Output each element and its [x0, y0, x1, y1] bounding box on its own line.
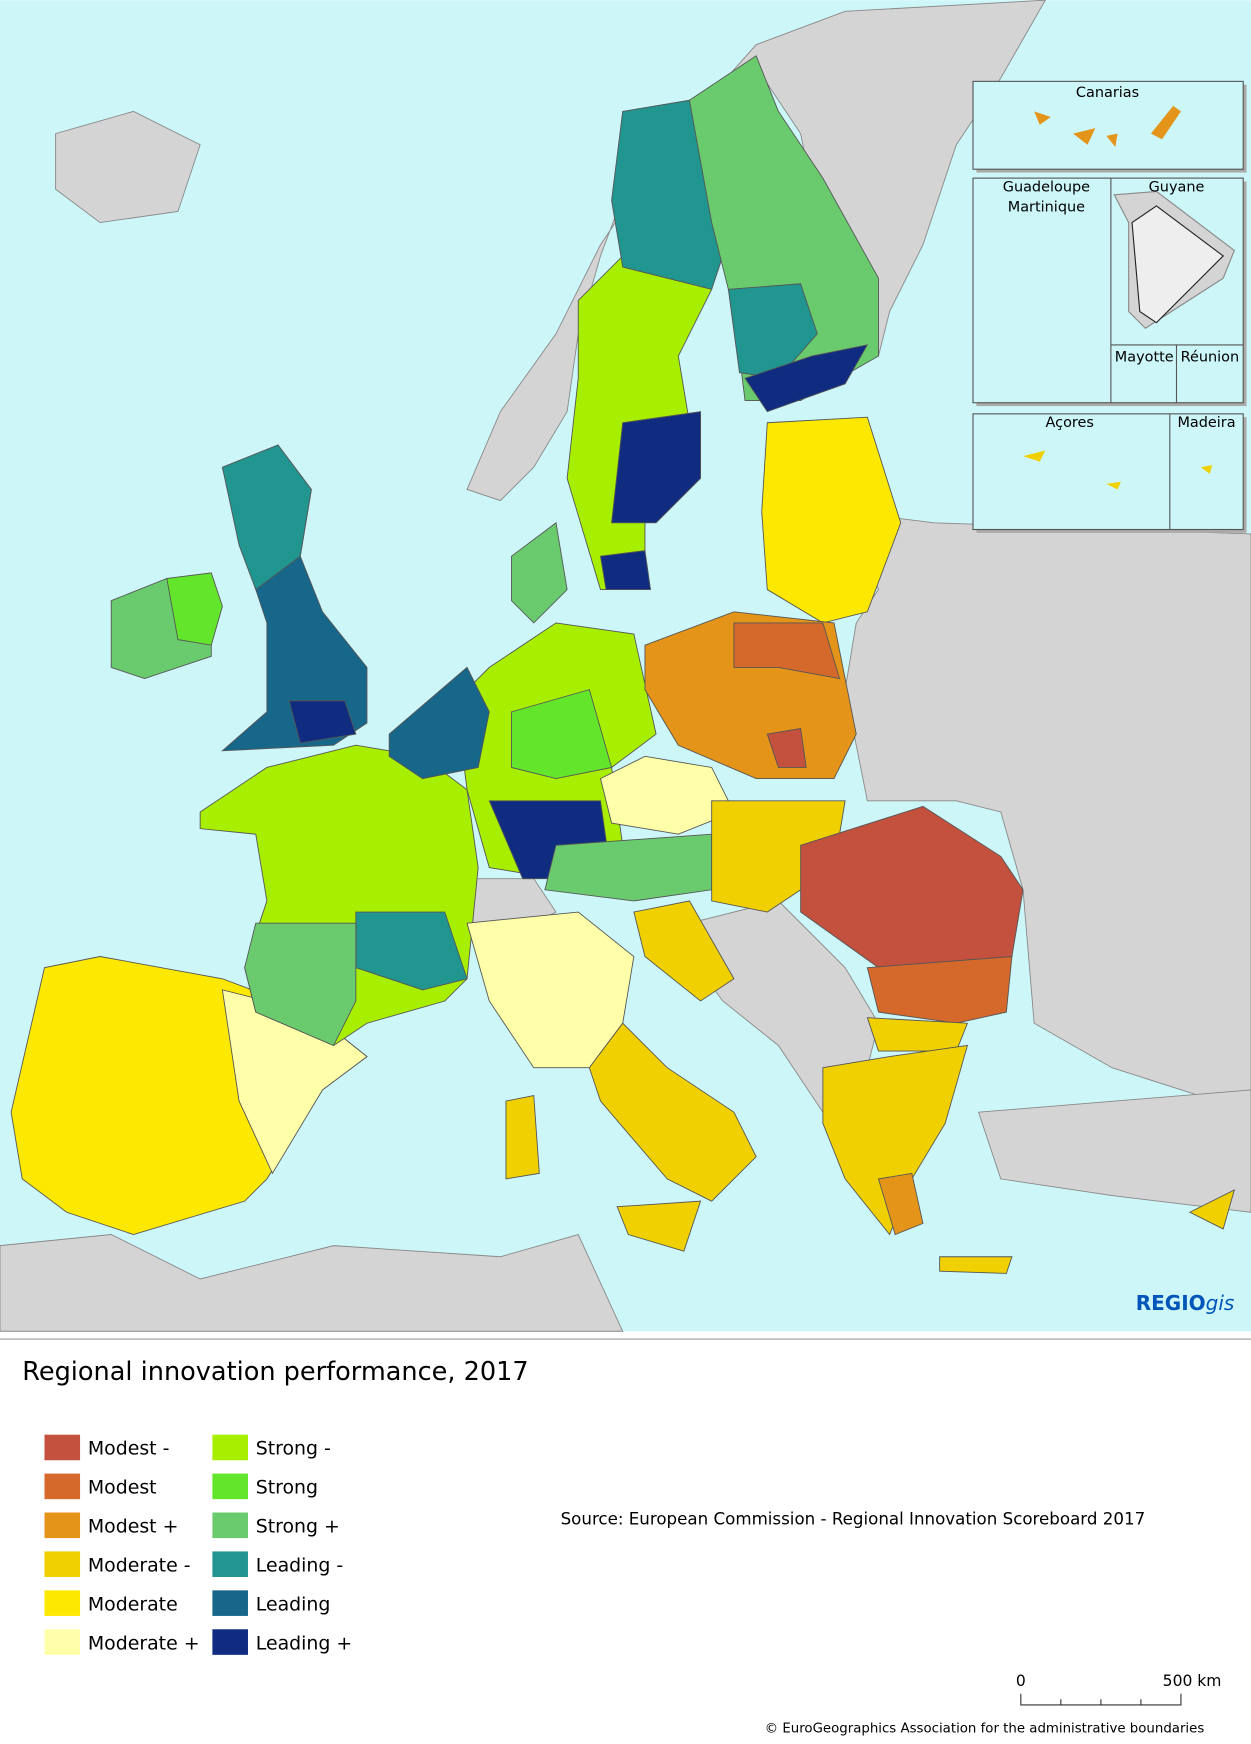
inset-label: Guyane	[1149, 179, 1205, 195]
legend-swatch	[44, 1590, 81, 1616]
region	[866, 956, 1013, 1024]
legend-label: Modest +	[88, 1516, 179, 1538]
legend-swatch	[44, 1512, 81, 1539]
insets: Canarias Guadeloupe Martinique Guyane Ma…	[972, 80, 1247, 533]
inset-label: Réunion	[1181, 350, 1240, 366]
inset-label: Canarias	[1076, 85, 1139, 101]
legend-swatch	[44, 1434, 81, 1461]
legend-label: Leading	[256, 1593, 331, 1615]
scale-label: 500 km	[1163, 1672, 1222, 1690]
legend-label: Leading +	[256, 1632, 352, 1654]
legend-label: Modest -	[88, 1438, 170, 1460]
legend-swatch	[44, 1551, 81, 1578]
legend-label: Moderate -	[88, 1554, 191, 1576]
region	[939, 1256, 1013, 1274]
region	[877, 1172, 924, 1236]
legend: Modest - Modest Modest + Moderate - Moderate…	[44, 1434, 352, 1655]
land	[0, 1233, 624, 1332]
region	[766, 728, 807, 768]
land	[977, 1089, 1251, 1213]
inset-label: Madeira	[1177, 415, 1235, 431]
region	[866, 1017, 969, 1052]
logo-italic: gis	[1206, 1291, 1235, 1315]
inset-label: Guadeloupe	[1003, 179, 1090, 195]
legend-swatch	[212, 1434, 248, 1461]
region	[166, 572, 223, 646]
title: Regional innovation performance, 2017	[22, 1357, 528, 1387]
legend-label: Strong -	[256, 1438, 331, 1460]
legend-swatch	[212, 1551, 248, 1578]
copyright: © EuroGeographics Association for the ad…	[765, 1722, 1205, 1737]
region	[244, 922, 357, 1047]
legend-swatch	[212, 1590, 248, 1616]
source: Source: European Commission - Regional I…	[561, 1510, 1146, 1529]
inset-box	[972, 80, 1244, 170]
legend-label: Moderate	[88, 1593, 178, 1615]
legend-label: Strong +	[256, 1516, 340, 1538]
region	[511, 689, 613, 780]
inset-label: Açores	[1046, 415, 1094, 431]
legend-label: Strong	[256, 1477, 318, 1499]
region	[599, 550, 652, 590]
region	[611, 411, 702, 524]
legend-swatch	[212, 1473, 248, 1500]
scale-bar: 0 500 km	[1016, 1672, 1222, 1706]
legend-swatch	[212, 1512, 248, 1539]
region	[288, 700, 357, 744]
region	[761, 416, 902, 624]
legend-label: Leading -	[256, 1554, 343, 1576]
region	[744, 344, 869, 413]
legend-label: Moderate +	[88, 1632, 200, 1654]
legend-label: Modest	[88, 1477, 157, 1499]
legend-swatch	[212, 1629, 248, 1655]
region	[633, 900, 735, 1002]
inset-label: Martinique	[1008, 199, 1085, 215]
land	[55, 110, 201, 224]
logo-bold: REGIO	[1136, 1291, 1206, 1315]
region	[727, 283, 818, 379]
region	[1188, 1189, 1236, 1230]
region	[388, 666, 490, 780]
region	[544, 833, 713, 902]
scale-label: 0	[1016, 1672, 1026, 1690]
region	[588, 1022, 757, 1202]
inset-box	[972, 413, 1244, 531]
legend-swatch	[44, 1629, 81, 1655]
region	[616, 1200, 702, 1252]
region	[733, 622, 841, 680]
region	[505, 1094, 540, 1180]
land	[844, 511, 1251, 1113]
legend-swatch	[44, 1473, 81, 1500]
inset-label: Mayotte	[1115, 350, 1174, 366]
logo: REGIOgis	[1136, 1291, 1235, 1315]
region	[511, 522, 568, 624]
region	[221, 444, 312, 591]
